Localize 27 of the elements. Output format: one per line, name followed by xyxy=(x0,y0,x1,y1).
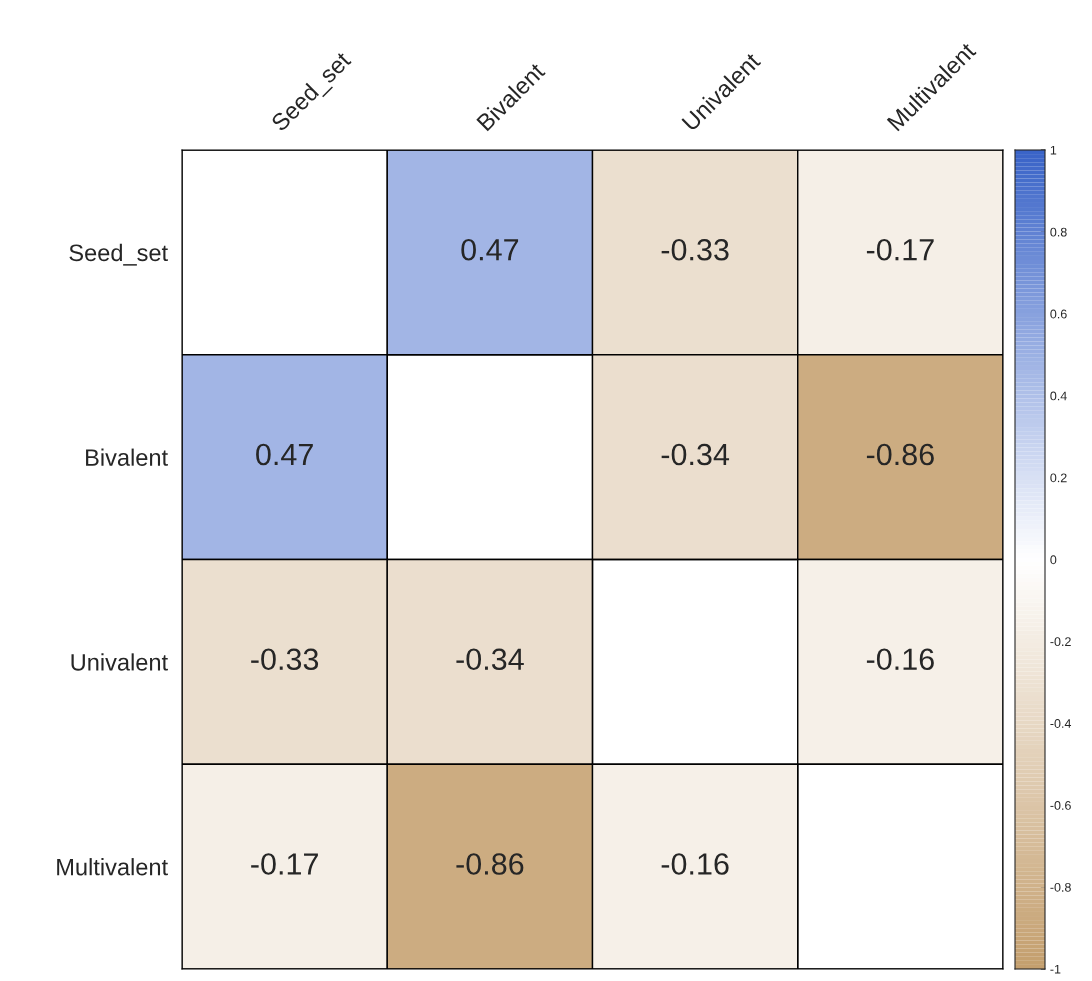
data-label: -0.86 xyxy=(866,443,934,466)
data-label: -0.86 xyxy=(456,853,524,875)
y-tick-label: Multivalent xyxy=(57,858,168,876)
color-bar-label: -0.6 xyxy=(1050,801,1071,810)
data-label: -0.33 xyxy=(251,648,319,671)
y-tick-label: Univalent xyxy=(71,653,168,671)
color-bar-label: -0.2 xyxy=(1050,637,1071,647)
data-label: 0.47 xyxy=(256,443,313,466)
data-label: -0.16 xyxy=(866,648,934,671)
color-bar-label: 0.4 xyxy=(1050,391,1067,401)
y-tick-label: Seed_set xyxy=(69,243,168,266)
data-label: -0.17 xyxy=(251,853,318,875)
color-bar-label: -0.4 xyxy=(1050,719,1072,728)
color-bar-label: -1 xyxy=(1050,964,1061,974)
data-label: -0.17 xyxy=(866,238,934,261)
y-tick-label: Bivalent xyxy=(86,448,168,466)
color-bar-label: 0.2 xyxy=(1050,473,1067,483)
data-label: -0.34 xyxy=(456,648,524,671)
color-bar-label: 0.6 xyxy=(1050,309,1067,319)
data-label: -0.33 xyxy=(661,238,729,261)
color-bar-label: -0.8 xyxy=(1050,882,1071,892)
color-bar-label: 0 xyxy=(1050,555,1057,565)
data-label: -0.34 xyxy=(661,443,730,466)
data-label: -0.16 xyxy=(661,853,729,875)
data-label: 0.47 xyxy=(461,238,519,261)
color-bar-label: 1 xyxy=(1050,145,1057,155)
color-bar-label: 0.8 xyxy=(1050,227,1067,237)
